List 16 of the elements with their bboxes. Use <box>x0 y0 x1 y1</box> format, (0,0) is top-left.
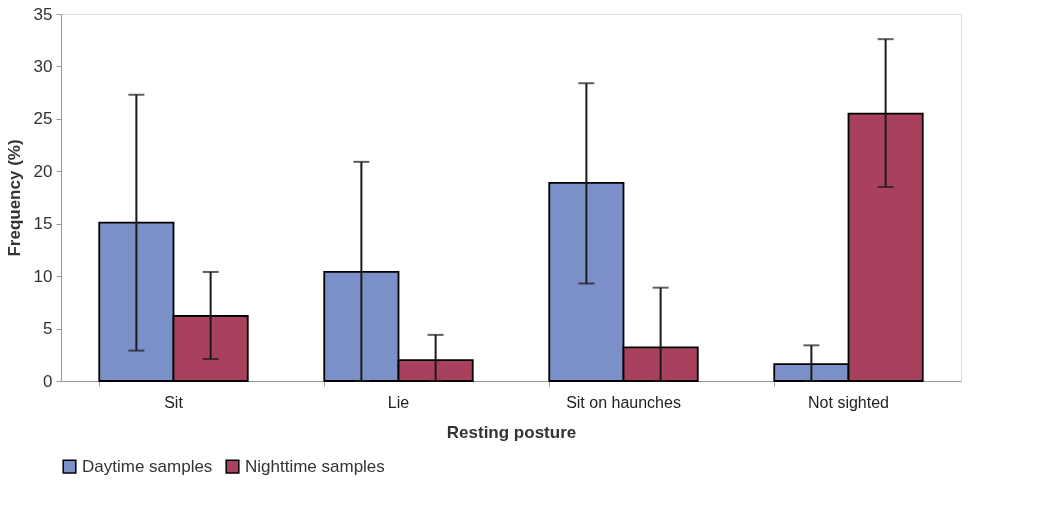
legend-label: Nighttime samples <box>245 456 385 476</box>
x-tick-label: Sit <box>164 393 184 411</box>
x-axis-title: Resting posture <box>446 422 577 442</box>
x-tick-label: Lie <box>387 393 410 411</box>
x-tick-label: Sit on haunches <box>566 393 681 411</box>
y-tick-label: 0 <box>43 371 53 391</box>
y-tick-label: 30 <box>33 56 53 76</box>
y-tick-label: 25 <box>33 109 53 129</box>
y-axis-title: Frequency (%) <box>4 139 24 257</box>
y-tick-label: 35 <box>33 4 53 24</box>
y-tick-label: 15 <box>33 214 53 234</box>
y-tick-label: 5 <box>43 319 53 339</box>
y-tick-label: 20 <box>33 161 53 181</box>
y-tick-label: 10 <box>33 266 53 286</box>
legend-label: Daytime samples <box>82 456 213 476</box>
x-tick-label: Not sighted <box>808 393 889 411</box>
